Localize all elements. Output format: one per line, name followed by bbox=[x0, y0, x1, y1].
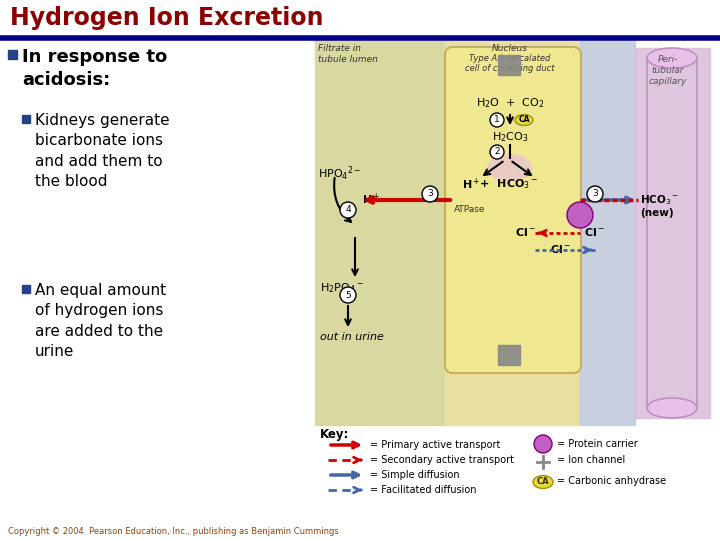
Text: = Primary active transport: = Primary active transport bbox=[370, 440, 500, 450]
Text: H$^+$: H$^+$ bbox=[462, 177, 480, 192]
Text: Type A intercalated
cell of collecting duct: Type A intercalated cell of collecting d… bbox=[465, 54, 554, 73]
Circle shape bbox=[422, 186, 438, 202]
Text: Kidneys generate
bicarbonate ions
and add them to
the blood: Kidneys generate bicarbonate ions and ad… bbox=[35, 113, 170, 189]
Bar bbox=[22, 285, 30, 293]
Text: An equal amount
of hydrogen ions
are added to the
urine: An equal amount of hydrogen ions are add… bbox=[35, 283, 166, 359]
Ellipse shape bbox=[533, 476, 553, 489]
Text: 2: 2 bbox=[494, 147, 500, 157]
Circle shape bbox=[534, 435, 552, 453]
Text: H$_2$PO$_4$$^-$: H$_2$PO$_4$$^-$ bbox=[320, 281, 364, 295]
Text: Nucleus: Nucleus bbox=[492, 44, 528, 53]
Ellipse shape bbox=[487, 154, 533, 182]
Ellipse shape bbox=[647, 48, 697, 68]
Text: 4: 4 bbox=[345, 206, 351, 214]
Bar bbox=[8, 50, 17, 59]
Text: Cl$^-$: Cl$^-$ bbox=[550, 243, 571, 255]
Text: = Facilitated diffusion: = Facilitated diffusion bbox=[370, 485, 477, 495]
Text: = Carbonic anhydrase: = Carbonic anhydrase bbox=[557, 476, 666, 486]
Bar bbox=[315, 40, 445, 425]
Bar bbox=[498, 345, 520, 365]
Bar bbox=[635, 48, 710, 418]
Text: = Protein carrier: = Protein carrier bbox=[557, 439, 638, 449]
Text: H$_2$O  +  CO$_2$: H$_2$O + CO$_2$ bbox=[476, 96, 544, 110]
Text: = Secondary active transport: = Secondary active transport bbox=[370, 455, 514, 465]
Text: Cl$^-$: Cl$^-$ bbox=[584, 226, 606, 238]
Text: Hydrogen Ion Excretion: Hydrogen Ion Excretion bbox=[10, 6, 323, 30]
Circle shape bbox=[490, 145, 504, 159]
Text: In response to
acidosis:: In response to acidosis: bbox=[22, 48, 167, 89]
Circle shape bbox=[567, 202, 593, 228]
Text: Copyright © 2004  Pearson Education, Inc., publishing as Benjamin Cummings: Copyright © 2004 Pearson Education, Inc.… bbox=[8, 527, 338, 536]
Bar bbox=[22, 115, 30, 123]
Text: +  HCO$_3$$^-$: + HCO$_3$$^-$ bbox=[472, 177, 539, 191]
Bar bbox=[580, 40, 635, 425]
Text: Key:: Key: bbox=[320, 428, 349, 441]
Ellipse shape bbox=[647, 398, 697, 418]
Text: = Simple diffusion: = Simple diffusion bbox=[370, 470, 459, 480]
Text: 3: 3 bbox=[592, 190, 598, 199]
Text: H$_2$CO$_3$: H$_2$CO$_3$ bbox=[492, 130, 528, 144]
Bar bbox=[445, 40, 580, 425]
Circle shape bbox=[340, 287, 356, 303]
Ellipse shape bbox=[515, 114, 533, 125]
Text: ATPase: ATPase bbox=[454, 205, 485, 214]
Circle shape bbox=[587, 186, 603, 202]
Text: Cl$^-$: Cl$^-$ bbox=[515, 226, 536, 238]
Text: H$^+$: H$^+$ bbox=[362, 192, 381, 207]
Text: HPO$_4$$^{2-}$: HPO$_4$$^{2-}$ bbox=[318, 165, 361, 184]
Bar bbox=[498, 55, 520, 75]
FancyBboxPatch shape bbox=[445, 47, 581, 373]
Text: CA: CA bbox=[536, 477, 549, 487]
Circle shape bbox=[340, 202, 356, 218]
Text: 1: 1 bbox=[494, 116, 500, 125]
Text: 5: 5 bbox=[345, 291, 351, 300]
Text: 3: 3 bbox=[427, 190, 433, 199]
Text: HCO$_3$$^-$
(new): HCO$_3$$^-$ (new) bbox=[640, 193, 679, 218]
Text: CA: CA bbox=[518, 116, 530, 125]
Text: out in urine: out in urine bbox=[320, 332, 384, 342]
Text: Filtrate in
tubule lumen: Filtrate in tubule lumen bbox=[318, 44, 378, 64]
Text: Peri-
tubular
capillary: Peri- tubular capillary bbox=[649, 55, 687, 86]
Circle shape bbox=[490, 113, 504, 127]
Text: = Ion channel: = Ion channel bbox=[557, 455, 625, 465]
